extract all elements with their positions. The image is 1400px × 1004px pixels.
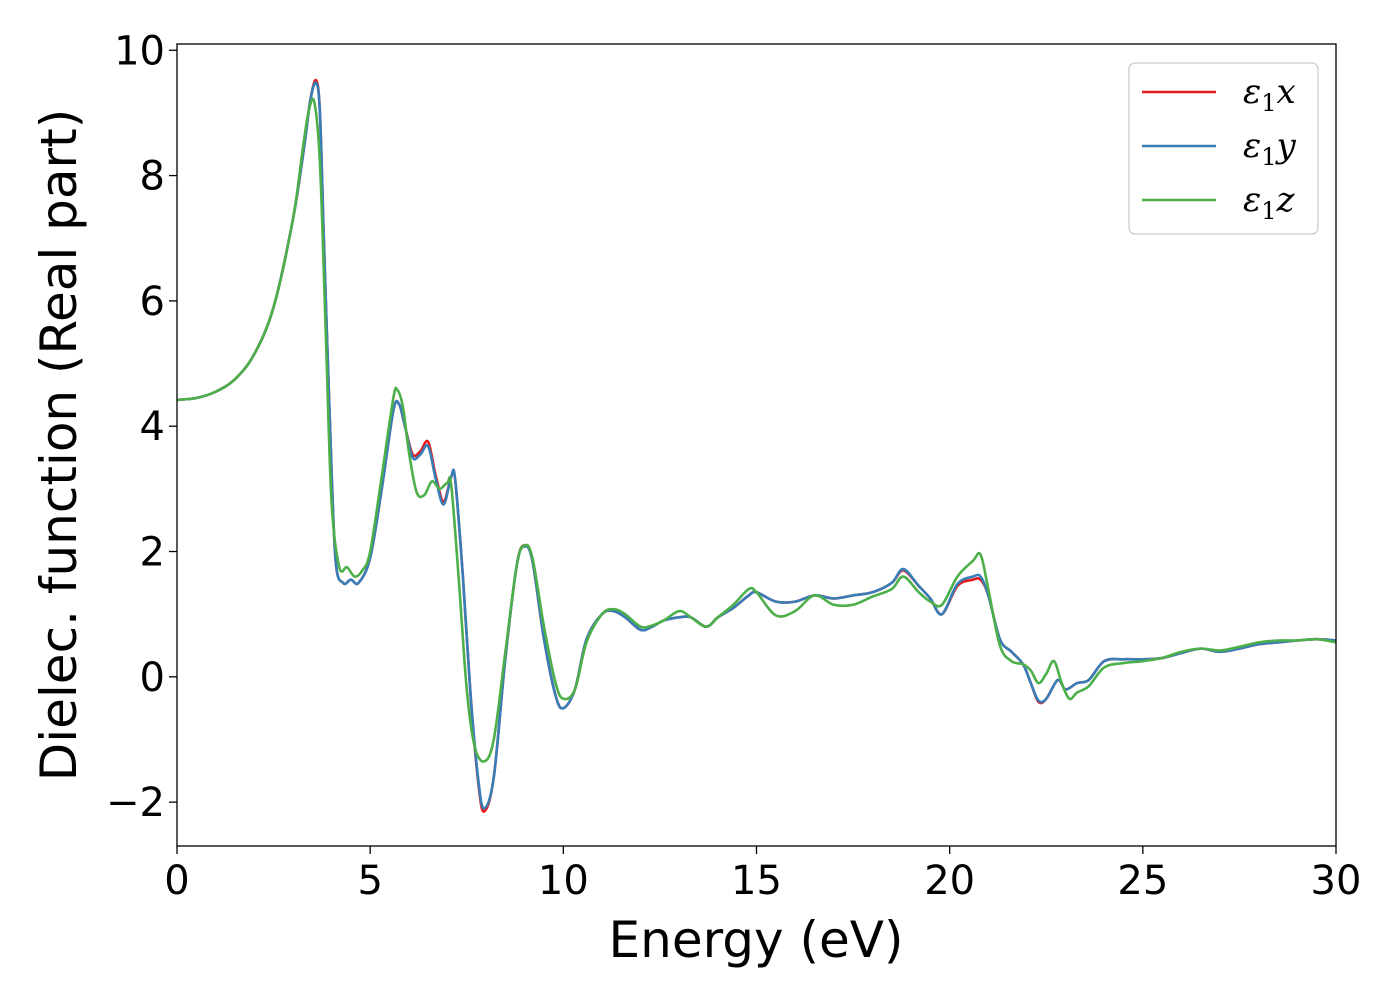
y-axis-title: Dielec. function (Real part) — [30, 109, 88, 781]
legend-label-y: ε1y — [1243, 126, 1297, 171]
legend-label-x: ε1x — [1243, 72, 1296, 117]
y-tick-label: −2 — [106, 780, 165, 826]
y-tick-label: 2 — [140, 530, 165, 576]
y-tick-label: 6 — [140, 279, 165, 325]
y-tick-label: 10 — [114, 28, 165, 74]
x-tick-label: 10 — [538, 858, 589, 904]
y-tick-label: 4 — [140, 404, 165, 450]
legend-frame — [1128, 62, 1319, 235]
y-axis-ticks: −2 0 2 4 6 8 10 — [106, 28, 177, 826]
series-lines — [177, 78, 1336, 813]
x-tick-label: 30 — [1311, 858, 1362, 904]
x-tick-label: 5 — [357, 858, 382, 904]
legend-label-z: ε1z — [1243, 180, 1296, 225]
x-axis-ticks: 0 5 10 15 20 25 30 — [164, 846, 1361, 904]
y-tick-label: 0 — [140, 655, 165, 701]
x-tick-label: 0 — [164, 858, 189, 904]
x-tick-label: 20 — [924, 858, 975, 904]
series-line-z — [177, 97, 1336, 763]
series-line-y — [177, 81, 1336, 810]
x-tick-label: 15 — [731, 858, 782, 904]
legend: ε1x ε1y ε1z — [1128, 62, 1319, 235]
x-axis-title: Energy (eV) — [609, 911, 904, 969]
x-tick-label: 25 — [1117, 858, 1168, 904]
y-tick-label: 8 — [140, 154, 165, 200]
